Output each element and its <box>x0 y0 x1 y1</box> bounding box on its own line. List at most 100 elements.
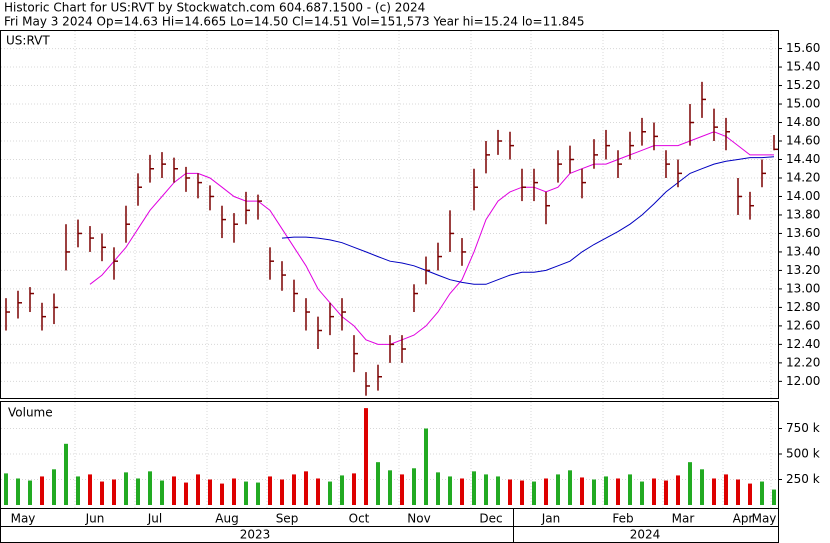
x-tick-label: Sep <box>276 512 299 526</box>
volume-bar <box>124 472 128 505</box>
volume-bar <box>760 481 764 505</box>
volume-bar <box>568 470 572 505</box>
volume-bar <box>376 462 380 505</box>
volume-bar <box>28 480 32 505</box>
volume-bar <box>208 479 212 505</box>
volume-bar <box>532 481 536 505</box>
volume-bar <box>148 471 152 505</box>
volume-bar <box>292 474 296 505</box>
volume-bar <box>220 483 224 505</box>
y-tick-label: 13.20 <box>786 263 820 277</box>
volume-bar <box>592 479 596 505</box>
chart-title: Historic Chart for US:RVT by Stockwatch.… <box>4 1 425 15</box>
x-tick-label: Jul <box>147 512 162 526</box>
y-tick-label: 15.00 <box>786 97 820 111</box>
y-tick-label: 13.60 <box>786 226 820 240</box>
volume-bar <box>304 471 308 505</box>
volume-bar <box>652 478 656 505</box>
volume-bar <box>436 472 440 505</box>
volume-bar <box>196 474 200 505</box>
volume-bar <box>580 477 584 505</box>
volume-bar <box>256 482 260 505</box>
volume-bar <box>136 478 140 505</box>
volume-bar <box>160 480 164 505</box>
x-tick-label: Feb <box>612 512 633 526</box>
volume-bar <box>640 481 644 505</box>
volume-bar <box>52 469 56 505</box>
volume-bar <box>352 473 356 505</box>
moving-average <box>89 131 774 345</box>
volume-bar <box>112 479 116 505</box>
volume-bar <box>712 478 716 505</box>
volume-bar <box>508 479 512 505</box>
volume-bar <box>484 474 488 505</box>
volume-bar <box>676 475 680 505</box>
x-tick-label: Dec <box>479 512 502 526</box>
volume-bar <box>328 481 332 505</box>
volume-bar <box>316 478 320 505</box>
x-tick-label: Nov <box>407 512 430 526</box>
y-tick-label: 15.20 <box>786 78 820 92</box>
volume-bar <box>556 474 560 505</box>
volume-bar <box>88 474 92 505</box>
y-tick-label: 14.80 <box>786 115 820 129</box>
volume-bar <box>616 478 620 505</box>
y-tick-label: 14.20 <box>786 170 820 184</box>
y-tick-label: 14.60 <box>786 134 820 148</box>
volume-bar <box>772 489 776 505</box>
volume-bar <box>664 480 668 505</box>
volume-bar <box>496 476 500 505</box>
x-tick-label: Oct <box>349 512 370 526</box>
volume-bar <box>268 476 272 505</box>
volume-bar <box>280 479 284 505</box>
volume-bar <box>724 474 728 505</box>
y-tick-label: 14.00 <box>786 189 820 203</box>
volume-bar <box>736 479 740 505</box>
volume-bar <box>340 475 344 505</box>
volume-bar <box>412 468 416 505</box>
x-tick-label: Jan <box>541 512 561 526</box>
y-tick-label: 13.80 <box>786 207 820 221</box>
volume-bar <box>628 474 632 505</box>
volume-bar <box>16 478 20 505</box>
volume-bar <box>460 478 464 505</box>
volume-bar <box>424 428 428 505</box>
x-tick-label: May <box>11 512 36 526</box>
legend: US:RVT <box>6 34 50 48</box>
x-tick-label: Apr <box>733 512 754 526</box>
y-tick-label: 750 k <box>786 421 820 435</box>
y-tick-label: 15.60 <box>786 41 820 55</box>
volume-bar <box>64 443 68 505</box>
y-tick-label: 14.40 <box>786 152 820 166</box>
volume-bar <box>748 483 752 505</box>
volume-bar <box>544 478 548 505</box>
y-tick-label: 12.20 <box>786 355 820 369</box>
y-tick-label: 15.40 <box>786 60 820 74</box>
volume-bar <box>184 482 188 505</box>
y-tick-label: 13.00 <box>786 281 820 295</box>
y-tick-label: 12.60 <box>786 318 820 332</box>
y-tick-label: 12.40 <box>786 337 820 351</box>
volume-bar <box>232 478 236 505</box>
y-tick-label: 500 k <box>786 447 820 461</box>
x-tick-label: Jun <box>85 512 105 526</box>
volume-bar <box>100 481 104 505</box>
volume-bar <box>400 474 404 505</box>
x-tick-label: May <box>752 512 777 526</box>
year-label: 2024 <box>630 528 661 542</box>
y-tick-label: 13.40 <box>786 244 820 258</box>
plot: 12.00 12.20 12.40 12.60 12.80 13.00 13.20 13.40… <box>1 31 820 526</box>
volume-bar <box>688 462 692 505</box>
volume-bar <box>472 471 476 505</box>
moving-average <box>281 156 775 285</box>
y-tick-label: 12.00 <box>786 374 820 388</box>
volume-bar <box>40 476 44 505</box>
x-tick-label: Aug <box>215 512 238 526</box>
y-tick-label: 250 k <box>786 472 820 486</box>
volume-bar <box>520 480 524 505</box>
volume-bar <box>604 476 608 505</box>
volume-bar <box>700 469 704 505</box>
volume-bar <box>76 476 80 505</box>
